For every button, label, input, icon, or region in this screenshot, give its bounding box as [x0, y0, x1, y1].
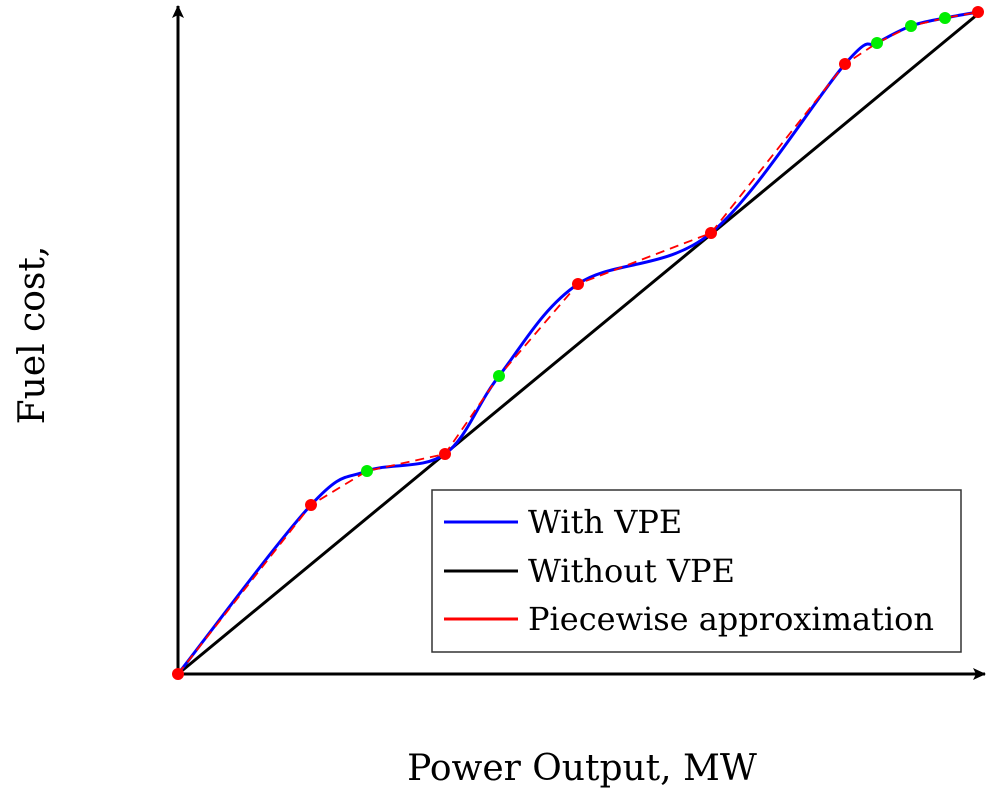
series-layer [176, 10, 979, 676]
legend-label-piecewise: Piecewise approximation [528, 600, 934, 638]
series-line-without-vpe [177, 12, 979, 676]
series-line-piecewise [177, 11, 979, 675]
red-point [705, 227, 717, 239]
x-axis-title: Power Output, MW [407, 748, 757, 789]
points-layer [172, 6, 984, 680]
red-point [172, 668, 184, 680]
green-point [361, 465, 373, 477]
green-point [871, 37, 883, 49]
y-axis-title: Fuel cost, [12, 246, 53, 425]
red-point [972, 6, 984, 18]
red-point [839, 58, 851, 70]
green-point [493, 370, 505, 382]
red-point [572, 278, 584, 290]
series-line-with-vpe [176, 10, 979, 675]
green-point [939, 12, 951, 24]
legend-label-with-vpe: With VPE [528, 503, 682, 541]
red-point [305, 499, 317, 511]
legend-label-without-vpe: Without VPE [528, 552, 735, 590]
legend-box [431, 489, 962, 653]
legend: With VPE Without VPE Piecewise approxima… [431, 489, 962, 653]
red-point [439, 448, 451, 460]
green-point [905, 20, 917, 32]
